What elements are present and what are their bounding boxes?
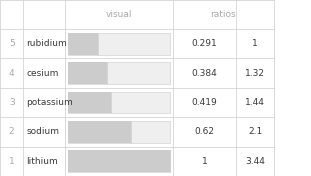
Text: 1: 1 bbox=[252, 39, 258, 48]
Text: visual: visual bbox=[106, 10, 132, 19]
Bar bbox=[68, 121, 170, 143]
Text: cesium: cesium bbox=[26, 69, 59, 78]
Bar bbox=[68, 150, 170, 172]
Bar bbox=[68, 92, 111, 113]
Text: 2: 2 bbox=[9, 127, 15, 136]
Text: sodium: sodium bbox=[26, 127, 59, 136]
Text: ratios: ratios bbox=[210, 10, 236, 19]
Text: 3.44: 3.44 bbox=[245, 157, 265, 166]
Text: 1.32: 1.32 bbox=[245, 69, 265, 78]
Text: 0.419: 0.419 bbox=[192, 98, 217, 107]
Text: 3: 3 bbox=[9, 98, 15, 107]
Bar bbox=[68, 62, 107, 84]
Bar bbox=[68, 33, 170, 55]
Bar bbox=[68, 62, 170, 84]
Text: 2.1: 2.1 bbox=[248, 127, 262, 136]
Bar bbox=[68, 33, 98, 55]
Bar bbox=[68, 92, 170, 113]
Text: 0.384: 0.384 bbox=[192, 69, 217, 78]
Text: 1.44: 1.44 bbox=[245, 98, 265, 107]
Bar bbox=[68, 121, 131, 143]
Text: 5: 5 bbox=[9, 39, 15, 48]
Bar bbox=[68, 150, 170, 172]
Text: rubidium: rubidium bbox=[26, 39, 67, 48]
Text: 0.291: 0.291 bbox=[192, 39, 217, 48]
Text: 4: 4 bbox=[9, 69, 15, 78]
Text: 1: 1 bbox=[9, 157, 15, 166]
Text: 0.62: 0.62 bbox=[194, 127, 215, 136]
Text: lithium: lithium bbox=[26, 157, 58, 166]
Text: potassium: potassium bbox=[26, 98, 73, 107]
Text: 1: 1 bbox=[202, 157, 207, 166]
